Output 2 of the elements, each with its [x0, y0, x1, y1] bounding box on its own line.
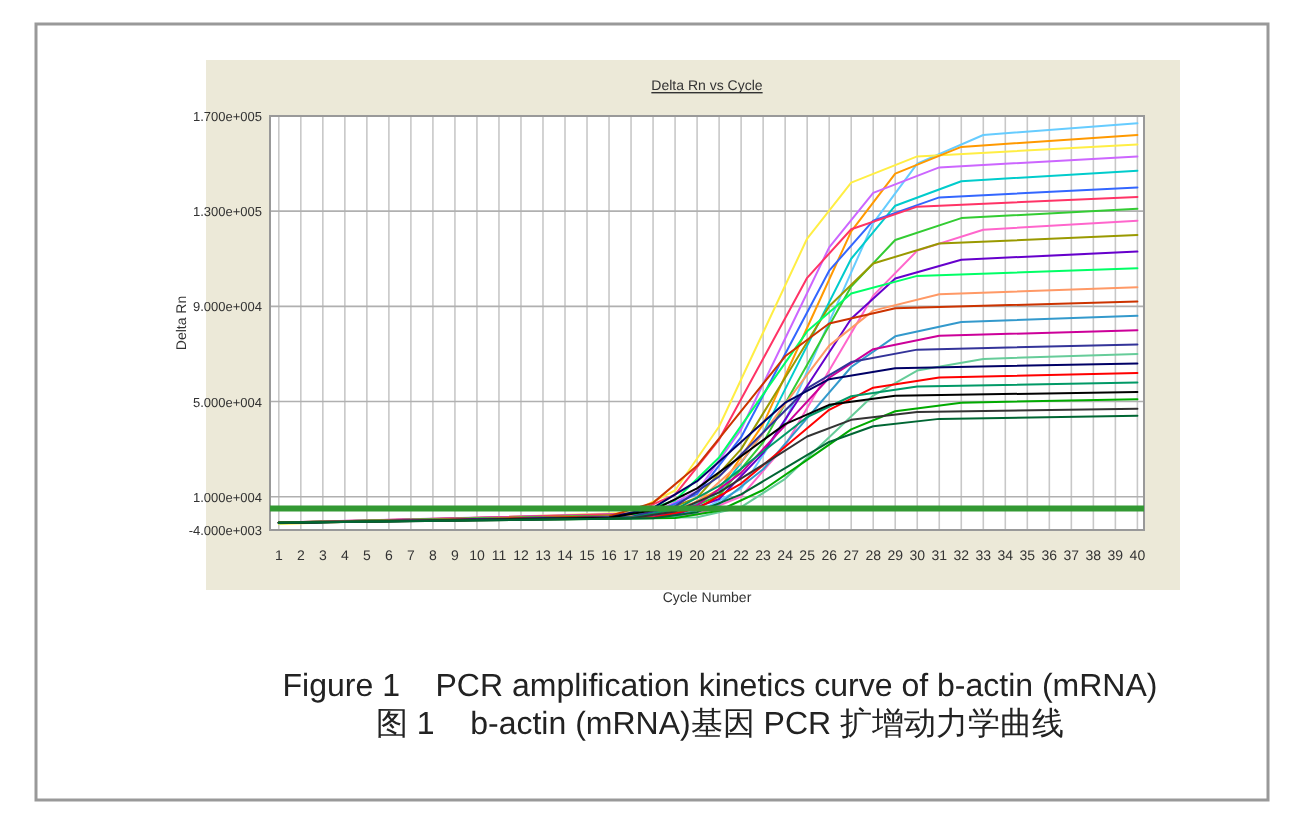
- caption: Figure 1 PCR amplification kinetics curve of b-actin (mRNA): [282, 670, 1158, 704]
- caption: 图 1 b-actin (mRNA)基因 PCR 扩增动力学曲线: [375, 706, 1065, 742]
